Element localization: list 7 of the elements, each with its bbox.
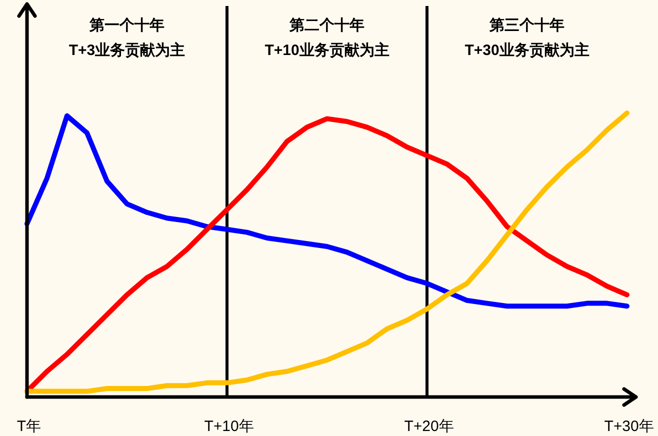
annotation: 第二个十年 T+10业务贡献为主 [264,17,390,59]
xtick: T年 [16,418,42,435]
annotation: 第三个十年 T+30业务贡献为主 [464,17,590,59]
annotation: 第一个十年 T+3业务贡献为主 [68,17,186,59]
xtick: T+30年 [604,418,654,435]
xtick: T+10年 [204,418,254,435]
xtick: T+20年 [404,418,454,435]
